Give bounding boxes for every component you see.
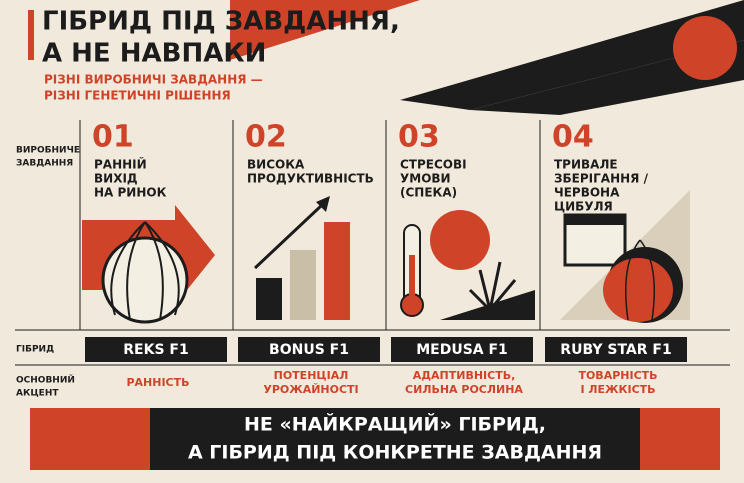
- illustration: [290, 250, 316, 320]
- task-text: СТРЕСОВІ: [400, 158, 467, 172]
- hybrid-bar: [238, 337, 380, 362]
- task-text: ПРОДУКТИВНІСТЬ: [247, 172, 374, 186]
- footer-accent: [30, 408, 150, 470]
- task-text: (СПЕКА): [400, 186, 457, 200]
- accent-text: СИЛЬНА РОСЛИНА: [405, 383, 523, 396]
- row-label: АКЦЕНТ: [16, 389, 59, 399]
- deco-stripe: [400, 0, 744, 110]
- footer-accent: [150, 408, 175, 470]
- row-label: ВИРОБНИЧЕ: [16, 146, 80, 156]
- subtitle: РІЗНІ ВИРОБНИЧІ ЗАВДАННЯ —: [44, 73, 263, 87]
- hybrid-name: MEDUSA F1: [416, 342, 508, 358]
- hybrid-name: RUBY STAR F1: [560, 342, 671, 358]
- accent-text: УРОЖАЙНОСТІ: [263, 383, 358, 396]
- task-text: НА РИНОК: [94, 186, 167, 200]
- column-number: 03: [398, 120, 440, 155]
- illustration: [253, 203, 324, 270]
- hybrid-name: BONUS F1: [269, 342, 349, 358]
- footer-text: НЕ «НАЙКРАЩИЙ» ГІБРИД,: [244, 413, 546, 436]
- illustration: [110, 221, 180, 321]
- illustration: [624, 239, 656, 321]
- task-text: ЧЕРВОНА: [554, 186, 620, 200]
- hybrid-bar: [545, 337, 687, 362]
- task-text: ТРИВАЛЕ: [554, 158, 618, 172]
- illustration: [101, 236, 189, 324]
- illustration: [409, 255, 415, 305]
- footer-accent: [640, 408, 720, 470]
- title-accent: [28, 10, 34, 60]
- accent-text: РАННІСТЬ: [126, 376, 189, 389]
- illustration: [565, 215, 625, 225]
- column-number: 01: [92, 120, 134, 155]
- row-label: ЗАВДАННЯ: [16, 159, 73, 169]
- illustration: [603, 258, 673, 322]
- task-text: ВИСОКА: [247, 158, 305, 172]
- illustration: [316, 196, 330, 212]
- hybrid-bar: [391, 337, 533, 362]
- accent-text: ТОВАРНІСТЬ: [578, 369, 657, 382]
- task-text: ЦИБУЛЯ: [554, 200, 613, 214]
- row-label: ОСНОВНИЙ: [16, 374, 75, 386]
- title: А НЕ НАВПАКИ: [42, 39, 266, 69]
- deco-triangle: [230, 0, 420, 60]
- column-number: 04: [552, 120, 594, 155]
- column-number: 02: [245, 120, 287, 155]
- task-text: ВИХІД: [94, 172, 138, 186]
- accent-text: ПОТЕНЦІАЛ: [274, 369, 349, 382]
- illustration: [468, 261, 517, 312]
- subtitle: РІЗНІ ГЕНЕТИЧНІ РІШЕННЯ: [44, 89, 231, 103]
- task-text: РАННІЙ: [94, 157, 147, 172]
- illustration: [430, 210, 490, 270]
- footer-text: А ГІБРИД ПІД КОНКРЕТНЕ ЗАВДАННЯ: [188, 442, 602, 464]
- hybrid-bar: [85, 337, 227, 362]
- accent-text: І ЛЕЖКІСТЬ: [580, 383, 655, 396]
- hybrid-name: REKS F1: [123, 342, 188, 358]
- illustration: [324, 222, 350, 320]
- task-text: УМОВИ: [400, 172, 451, 186]
- title: ГІБРИД ПІД ЗАВДАННЯ,: [42, 7, 400, 37]
- deco-circle: [673, 16, 737, 80]
- accent-text: АДАПТИВНІСТЬ,: [413, 369, 516, 382]
- task-text: ЗБЕРІГАННЯ /: [554, 172, 649, 186]
- illustration: [256, 278, 282, 320]
- row-label: ГІБРИД: [16, 345, 54, 355]
